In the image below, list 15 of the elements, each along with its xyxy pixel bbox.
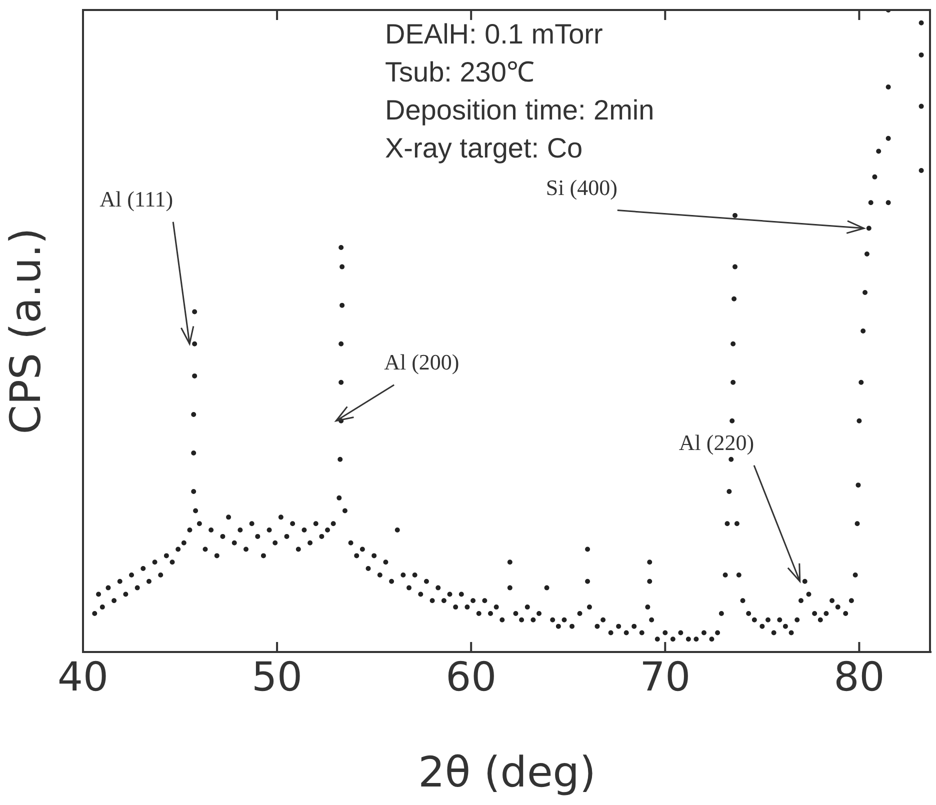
- annotation: Si (400): [546, 175, 618, 200]
- annotation: X-ray target: Co: [385, 132, 583, 164]
- annotation: Al (200): [384, 350, 460, 375]
- x-tick-label: 40: [58, 654, 108, 700]
- annotation: DEAlH: 0.1 mTorr: [385, 18, 603, 50]
- x-tick-label: 80: [834, 654, 885, 700]
- x-tick-label: 60: [446, 654, 497, 700]
- annotation: Al (220): [678, 430, 754, 456]
- annotation: Al (111): [100, 186, 174, 212]
- y-axis-title: CPS (a.u.): [1, 228, 50, 434]
- annotation: Tsub: 230℃: [385, 56, 534, 88]
- x-tick-label: 50: [252, 654, 303, 700]
- x-tick-label: 70: [640, 654, 691, 700]
- annotation: Deposition time: 2min: [385, 94, 654, 126]
- x-axis-title: 2θ (deg): [418, 748, 596, 797]
